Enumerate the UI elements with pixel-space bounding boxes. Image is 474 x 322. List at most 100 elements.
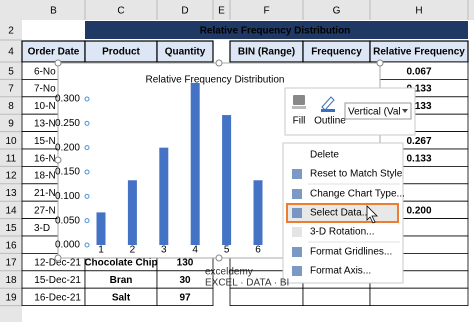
column-title: Product <box>102 47 140 58</box>
cell-text: 16-N <box>34 153 56 164</box>
x-tick-label: 2 <box>130 245 136 256</box>
row-header: 17 <box>5 258 17 269</box>
cell-text: Salt <box>112 293 131 304</box>
row-header: 9 <box>8 119 14 130</box>
row-header: 5 <box>8 66 14 77</box>
cell-text: Bran <box>110 275 133 286</box>
bar <box>190 82 200 245</box>
fill-icon[interactable] <box>293 95 305 105</box>
watermark-tagline: EXCEL · DATA · BI <box>205 278 289 289</box>
y-tick-label: 0.150 <box>55 167 80 178</box>
menu-item[interactable]: Select Data... <box>310 208 370 219</box>
menu-item[interactable]: Format Gridlines... <box>310 247 392 258</box>
y-tick-label: 0.000 <box>55 240 80 251</box>
bar <box>127 180 137 245</box>
axis-selection-handle <box>84 242 90 248</box>
mouse-cursor <box>366 205 378 224</box>
axis-selection-handle <box>84 96 90 102</box>
column-header: H <box>415 6 422 17</box>
watermark-name: exceldemy <box>205 267 253 278</box>
resize-handle[interactable] <box>54 156 62 164</box>
cell-text: 10-N <box>34 101 56 112</box>
cell-text: 0.133 <box>406 153 431 164</box>
axis-selection-handle <box>84 218 90 224</box>
axis-selection-handle <box>84 193 90 199</box>
bar <box>159 147 169 245</box>
cell-text: 130 <box>177 258 194 269</box>
row-header: 14 <box>5 206 17 217</box>
cell-text: 18-N <box>34 171 56 182</box>
resize-handle[interactable] <box>54 254 62 262</box>
cell-text: 13-N <box>34 119 56 130</box>
row-header: 13 <box>5 188 17 199</box>
row-header: 7 <box>8 84 14 95</box>
x-tick-label: 5 <box>224 245 230 256</box>
y-tick-label: 0.050 <box>55 215 80 226</box>
dropdown-arrow <box>402 109 408 113</box>
row-header: 10 <box>5 136 17 147</box>
cell-text: 30 <box>179 275 191 286</box>
y-tick-label: 0.300 <box>55 94 80 105</box>
row-header: 19 <box>5 293 17 304</box>
menu-item[interactable]: Delete <box>310 150 339 161</box>
cell <box>229 287 304 307</box>
row-header: 4 <box>8 47 14 58</box>
bar <box>96 212 106 245</box>
cell <box>302 287 371 307</box>
menu-icon <box>292 169 302 179</box>
cell-text: 0.133 <box>406 84 431 95</box>
column-header: C <box>117 6 124 17</box>
column-header: B <box>50 6 57 17</box>
menu-icon <box>292 227 302 237</box>
x-tick-label: 3 <box>161 245 167 256</box>
title-cell <box>85 21 468 39</box>
resize-handle[interactable] <box>215 59 223 67</box>
resize-handle[interactable] <box>376 59 384 67</box>
bar <box>222 115 232 245</box>
row-header: 16 <box>5 240 17 251</box>
fill-label[interactable]: Fill <box>293 116 306 127</box>
cell-text: 97 <box>179 293 191 304</box>
y-tick-label: 0.250 <box>55 118 80 129</box>
cell-text: 15-N <box>34 136 56 147</box>
column-title: Order Date <box>28 47 80 58</box>
cell-text: Chocolate Chip <box>84 258 157 269</box>
outline-label[interactable]: Outline <box>314 116 346 127</box>
menu-icon <box>292 208 302 218</box>
table-title: Relative Frequency Distribution <box>200 26 351 37</box>
cell-text: 6-No <box>34 66 56 77</box>
bar <box>253 180 263 245</box>
column-header: G <box>333 6 341 17</box>
column-title: Quantity <box>165 47 206 58</box>
x-tick-label: 6 <box>255 245 261 256</box>
column-header-bar <box>0 0 474 20</box>
menu-item[interactable]: Change Chart Type... <box>310 189 405 200</box>
menu-item[interactable]: Reset to Match Style <box>310 169 403 180</box>
menu-item[interactable]: Format Axis... <box>310 266 371 277</box>
row-header-bar <box>0 0 22 322</box>
row-header: 11 <box>6 153 17 164</box>
cell-text: 16-Dec-21 <box>34 293 81 304</box>
row-header: 12 <box>5 171 17 182</box>
element-dropdown[interactable] <box>344 102 412 120</box>
cell <box>156 287 214 307</box>
cell-text: 12-Dec-21 <box>34 258 81 269</box>
cell-text: 3-D <box>34 223 50 234</box>
axis-selection-handle <box>84 169 90 175</box>
column-header: F <box>263 6 269 17</box>
cell-text: 0.133 <box>406 101 431 112</box>
axis-selection-handle <box>84 120 90 126</box>
cell-text: 0.267 <box>406 136 431 147</box>
menu-item: 3-D Rotation... <box>310 227 374 238</box>
menu-icon <box>292 266 302 276</box>
x-tick-label: 1 <box>98 245 104 256</box>
dropdown-text: Vertical (Value) Axis <box>348 107 436 118</box>
resize-handle[interactable] <box>215 254 223 262</box>
resize-handle[interactable] <box>54 59 62 67</box>
column-header: E <box>218 6 225 17</box>
cell-text: 7-No <box>34 84 56 95</box>
cell-text: 15-Dec-21 <box>34 275 81 286</box>
cell-text: 21-N <box>34 188 56 199</box>
column-title: Relative Frequency <box>373 47 465 58</box>
chart-title: Relative Frequency Distribution <box>146 75 285 86</box>
